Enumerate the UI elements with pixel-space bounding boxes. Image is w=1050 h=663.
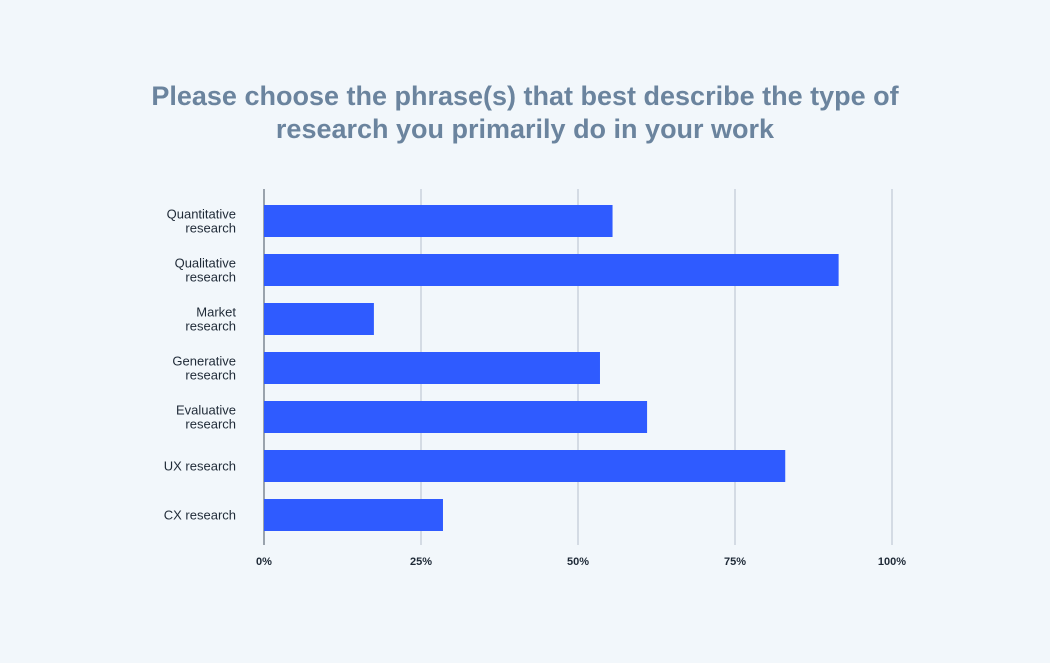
- category-label: UX research: [164, 459, 236, 474]
- category-label: Evaluative research: [176, 403, 236, 432]
- chart-title-line-1: Please choose the phrase(s) that best de…: [151, 81, 899, 111]
- category-label: CX research: [164, 508, 236, 523]
- category-label: Qualitative research: [175, 256, 236, 285]
- category-label: Market research: [185, 305, 236, 334]
- chart-title-line-2: research you primarily do in your work: [275, 114, 775, 144]
- x-tick-label: 25%: [410, 556, 432, 568]
- bar: [264, 352, 600, 384]
- x-tick-label: 75%: [724, 556, 746, 568]
- bar: [264, 205, 613, 237]
- x-tick-labels: 0% 25% 50% 75% 100%: [256, 556, 906, 568]
- bar: [264, 401, 648, 433]
- chart-title: Please choose the phrase(s) that best de…: [75, 80, 975, 146]
- category-label: Quantitative research: [167, 207, 236, 236]
- bar: [264, 450, 786, 482]
- bar: [264, 303, 374, 335]
- category-label: Generative research: [172, 354, 236, 383]
- x-tick-label: 100%: [878, 556, 906, 568]
- bar: [264, 499, 443, 531]
- category-labels: Quantitative research Qualitative research M…: [164, 207, 237, 523]
- bar: [264, 254, 839, 286]
- x-tick-label: 50%: [567, 556, 589, 568]
- bars: [264, 205, 839, 531]
- x-tick-label: 0%: [256, 556, 272, 568]
